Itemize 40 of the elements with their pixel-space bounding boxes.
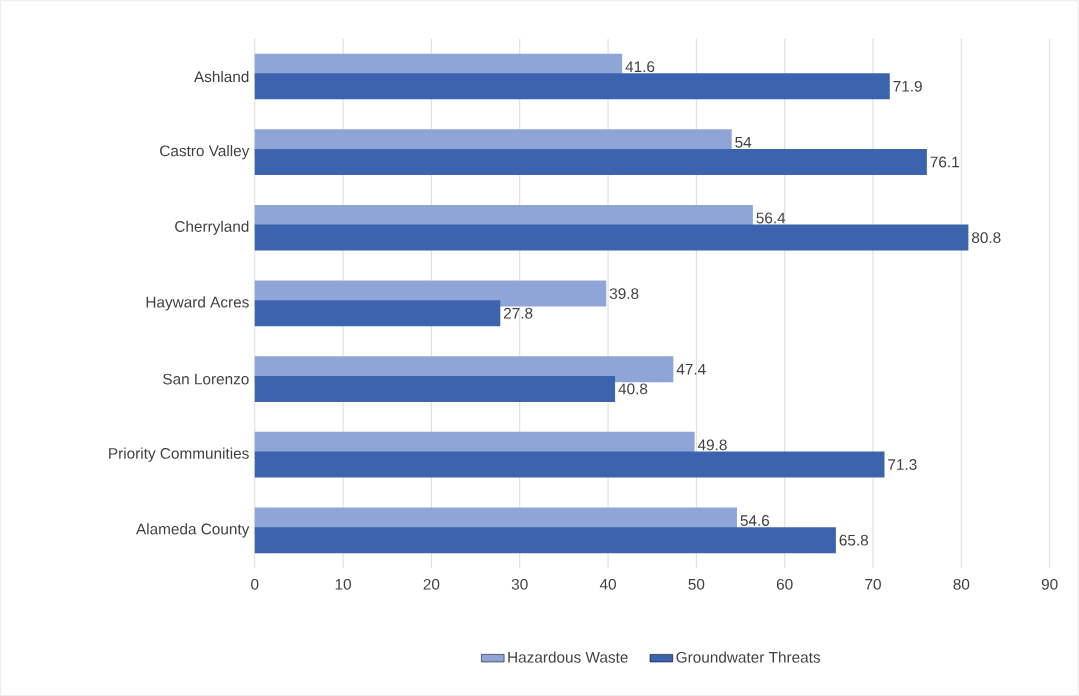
x-tick-label: 90 <box>1041 578 1058 590</box>
x-tick-label: 70 <box>865 578 881 590</box>
y-tick-label: Hayward Acres <box>146 296 249 311</box>
data-label: 76.1 <box>930 156 959 168</box>
bar <box>254 224 969 251</box>
y-tick-label: Alameda County <box>136 523 250 538</box>
data-label: 71.9 <box>893 80 922 92</box>
data-label: 54.6 <box>740 514 770 526</box>
x-tick-label: 30 <box>511 578 528 590</box>
y-tick-label: Priority Communities <box>109 447 249 462</box>
data-label: 39.8 <box>609 288 639 299</box>
data-label: 49.8 <box>697 439 727 451</box>
data-label: 41.6 <box>625 61 655 72</box>
y-tick-label: Ashland <box>193 70 249 83</box>
bar <box>254 300 501 327</box>
data-label: 56.4 <box>756 212 786 224</box>
data-label: 80.8 <box>972 232 1001 243</box>
x-tick-label: 50 <box>688 578 705 590</box>
bar <box>254 375 616 402</box>
data-label: 47.4 <box>676 363 706 375</box>
bar <box>254 527 836 554</box>
bar <box>254 148 927 175</box>
x-tick-label: 10 <box>335 578 351 590</box>
bar <box>254 73 890 100</box>
legend-label: Groundwater Threats <box>676 651 821 663</box>
bar <box>254 451 885 478</box>
data-label: 71.3 <box>888 459 917 470</box>
x-tick-label: 60 <box>776 578 793 590</box>
legend-label: Hazardous Waste <box>508 651 628 663</box>
data-label: 27.8 <box>503 307 533 319</box>
y-tick-label: Cherryland <box>175 220 249 235</box>
y-tick-label: San Lorenzo <box>163 373 249 385</box>
y-tick-label: Castro Valley <box>160 144 250 160</box>
data-label: 54 <box>735 136 752 148</box>
data-label: 40.8 <box>618 383 648 395</box>
data-label: 65.8 <box>839 534 869 546</box>
x-tick-label: 20 <box>423 578 440 590</box>
x-tick-label: 0 <box>251 578 259 590</box>
x-tick-label: 80 <box>953 578 970 590</box>
x-tick-label: 40 <box>599 578 616 590</box>
